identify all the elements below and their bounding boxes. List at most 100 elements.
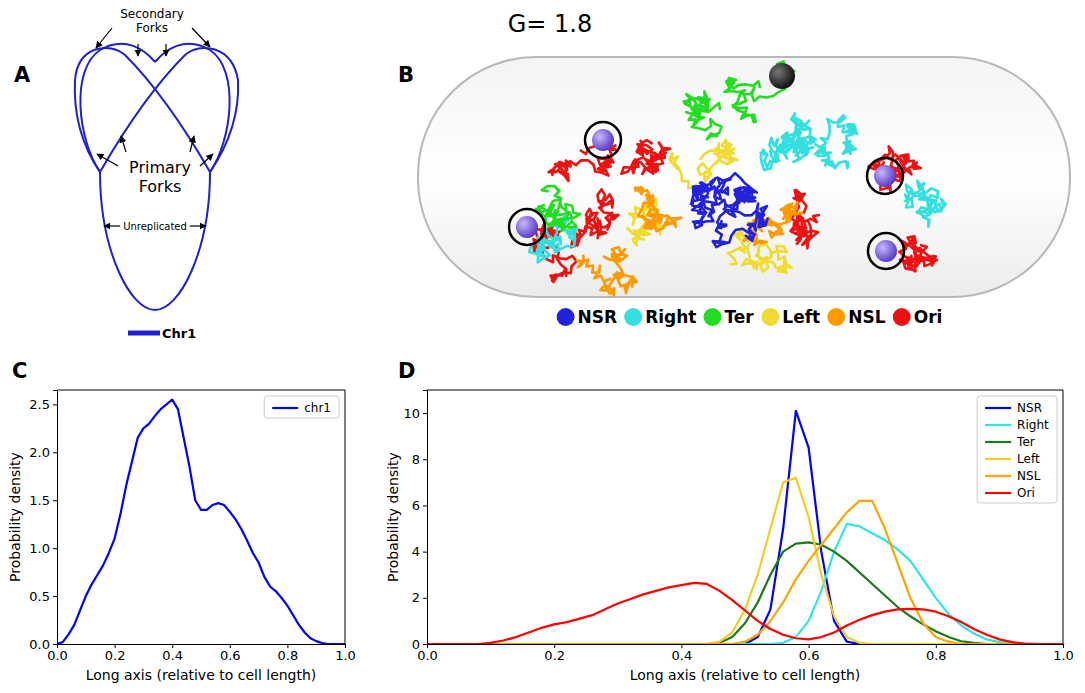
panel-letter: A bbox=[14, 63, 31, 87]
axis-title: Probability density bbox=[7, 452, 23, 582]
tick: 0.8 bbox=[926, 644, 947, 663]
tick-label: 0 bbox=[412, 637, 420, 652]
axis: 0.0 0.5 1.0 1.5 2.0 2.5 bbox=[29, 391, 57, 652]
ter-sphere bbox=[769, 63, 795, 89]
chains bbox=[529, 61, 945, 295]
tick: 2.5 bbox=[29, 397, 57, 412]
ori-sphere bbox=[516, 216, 538, 238]
tick: 1.0 bbox=[335, 644, 356, 663]
tick-label: 1.0 bbox=[1053, 648, 1074, 663]
series-line bbox=[57, 400, 345, 644]
frame bbox=[1063, 390, 1064, 644]
legend-swatch bbox=[827, 308, 845, 326]
frame bbox=[427, 390, 1063, 391]
legend-swatch bbox=[557, 308, 575, 326]
axis-title: Probability density bbox=[385, 452, 401, 582]
arrow bbox=[137, 44, 138, 56]
diagram-label: Unreplicated bbox=[123, 221, 187, 232]
tick-label: 0.6 bbox=[799, 648, 820, 663]
tick-mark bbox=[423, 644, 427, 645]
axis-line bbox=[428, 645, 1064, 649]
tick-mark bbox=[423, 505, 427, 506]
tick-label: 0.8 bbox=[926, 648, 947, 663]
legend-swatch bbox=[985, 492, 1011, 494]
polymer-chain bbox=[790, 190, 820, 248]
tick-mark bbox=[423, 552, 427, 553]
axis-title: Long axis (relative to cell length) bbox=[86, 667, 317, 683]
polymer-chain bbox=[684, 91, 722, 139]
tick: 10 bbox=[403, 406, 427, 421]
tick: 0.4 bbox=[162, 644, 183, 663]
tick-mark bbox=[423, 459, 427, 460]
legend-swatch bbox=[272, 407, 298, 409]
tick: 1.5 bbox=[29, 493, 57, 508]
plot-area bbox=[427, 411, 1063, 644]
tick-label: 1.5 bbox=[29, 493, 50, 508]
tick-label: 1.0 bbox=[29, 541, 50, 556]
tick: 0.4 bbox=[672, 644, 693, 663]
plot-area bbox=[57, 400, 345, 644]
ori-sphere bbox=[875, 240, 897, 262]
arrow bbox=[97, 154, 118, 166]
chromosome-strand bbox=[80, 44, 155, 172]
tick-label: 0.2 bbox=[544, 648, 565, 663]
chart: 0.00.20.40.60.81.00.00.51.01.52.02.5Long… bbox=[7, 390, 356, 683]
tick: 0.0 bbox=[417, 644, 438, 663]
tick: 2 bbox=[412, 590, 427, 605]
rendering bbox=[418, 57, 1070, 297]
legend-swatch bbox=[761, 308, 779, 326]
legend-label: NSR bbox=[1017, 401, 1042, 415]
tick-mark bbox=[53, 404, 57, 405]
tick-mark bbox=[53, 596, 57, 597]
panel-letter: B bbox=[398, 63, 414, 87]
tick-label: 0.0 bbox=[47, 648, 68, 663]
legend-swatch bbox=[624, 308, 642, 326]
legend-label: Left bbox=[1017, 452, 1040, 466]
tick: 0.8 bbox=[278, 644, 299, 663]
tick: 0.2 bbox=[105, 644, 126, 663]
tick-mark bbox=[53, 548, 57, 549]
series-line bbox=[427, 478, 1063, 644]
tick-label: 0.4 bbox=[672, 648, 693, 663]
axis-line bbox=[58, 645, 346, 649]
arrow bbox=[104, 225, 120, 226]
ori-ring bbox=[868, 233, 904, 269]
ori-sphere bbox=[874, 165, 896, 187]
tick-label: 2.0 bbox=[29, 445, 50, 460]
axis: 0.00.20.40.60.81.0 bbox=[47, 644, 356, 663]
ori-sphere bbox=[592, 129, 614, 151]
legend-box bbox=[977, 396, 1057, 503]
tick-mark bbox=[423, 413, 427, 414]
legend-swatch bbox=[893, 308, 911, 326]
tick-label: 0.5 bbox=[29, 589, 50, 604]
tick: 4 bbox=[412, 544, 427, 559]
tick-mark bbox=[53, 452, 57, 453]
legend-box bbox=[264, 396, 339, 418]
arrow bbox=[190, 225, 206, 226]
chromosome-strand bbox=[155, 44, 230, 172]
tick: 2.0 bbox=[29, 445, 57, 460]
polymer-chain bbox=[635, 187, 682, 231]
tick: 6 bbox=[412, 498, 427, 513]
legend-label: NSR bbox=[578, 307, 618, 327]
arrow bbox=[96, 28, 112, 48]
tick: 0.2 bbox=[544, 644, 565, 663]
tick-label: 0.0 bbox=[29, 637, 50, 652]
axis: 0 2 4 6 8 10 bbox=[403, 391, 427, 652]
polymer-chain bbox=[724, 61, 794, 122]
series-line bbox=[427, 542, 1063, 644]
polymer-chain bbox=[549, 145, 617, 181]
diagram-label: PrimaryForks bbox=[129, 158, 191, 196]
frame bbox=[345, 390, 346, 644]
tick-label: 2 bbox=[412, 590, 420, 605]
chromosome-strand bbox=[100, 172, 210, 310]
arrow bbox=[121, 136, 126, 152]
tick: 8 bbox=[412, 452, 427, 467]
tick-mark bbox=[53, 644, 57, 645]
tick: 0.5 bbox=[29, 589, 57, 604]
tick: 0.6 bbox=[799, 644, 820, 663]
tick-label: 2.5 bbox=[29, 397, 50, 412]
legend-label: Chr1 bbox=[162, 326, 196, 341]
tick-label: 0.8 bbox=[278, 648, 299, 663]
legend-swatch bbox=[985, 424, 1011, 426]
